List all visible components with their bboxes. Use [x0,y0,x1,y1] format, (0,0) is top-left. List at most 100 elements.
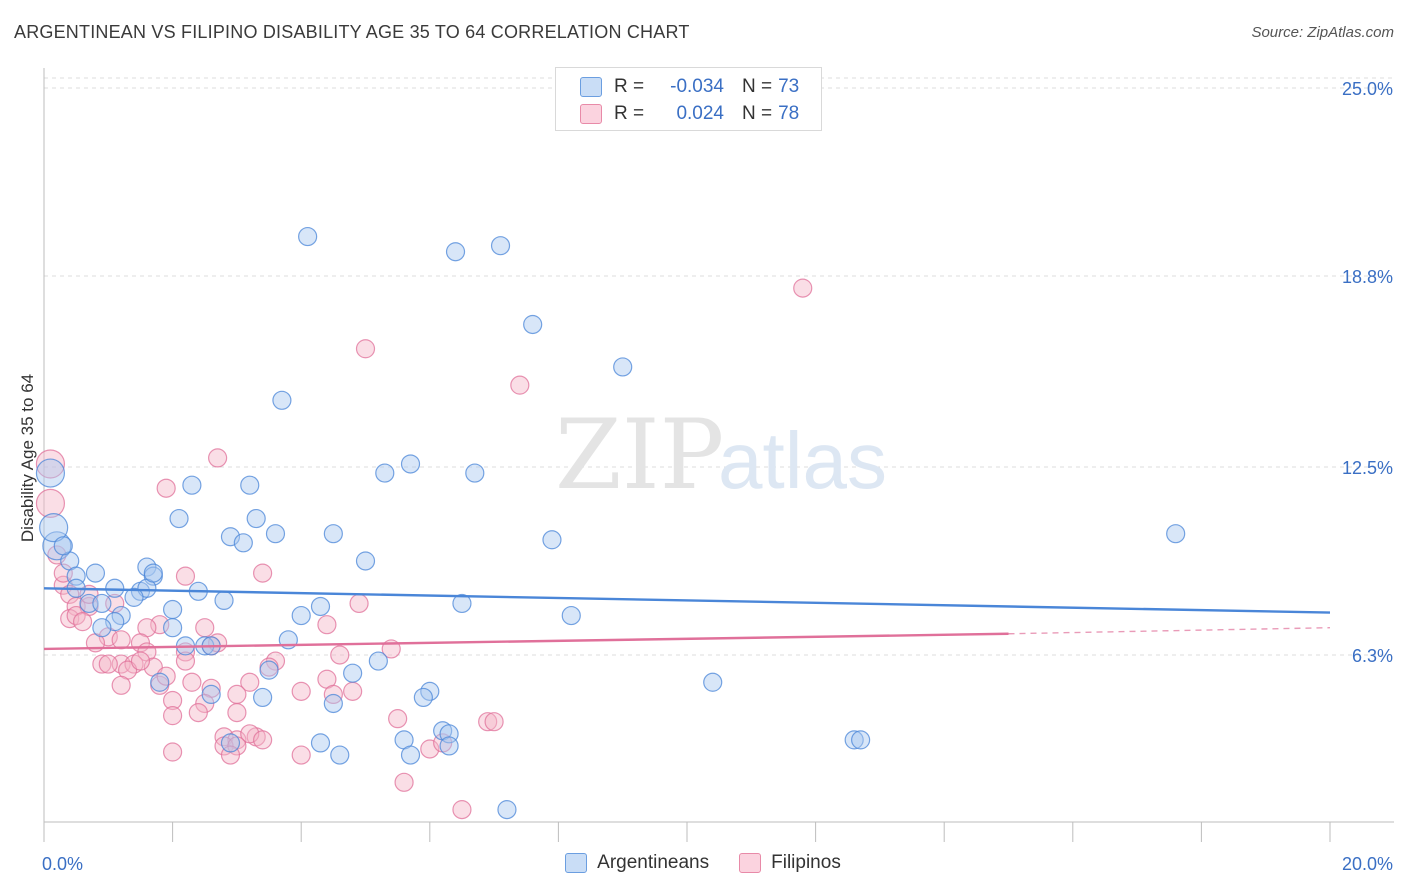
point-filipino [478,712,498,732]
point-filipino [510,375,530,395]
trend-line-filipinos [43,632,1009,651]
point-filipino [111,675,131,695]
point-argentinean [439,736,459,756]
point-filipino [349,593,369,614]
axes [43,68,1394,842]
x-tick-label: 20.0% [1342,854,1393,874]
y-tick-label: 18.8% [1342,267,1393,287]
point-argentinean [163,618,183,638]
gridlines [44,77,1394,656]
point-argentinean [259,660,279,680]
point-argentinean [310,733,331,753]
point-filipino [92,654,112,674]
point-argentinean [201,684,221,705]
y-tick-label: 12.5% [1342,458,1393,478]
point-argentinean [35,458,66,488]
legend-row-argentineans: R = -0.034 N = 73 [580,75,799,99]
point-filipino [227,684,247,705]
point-argentinean [465,463,485,483]
r-label: R = [614,76,645,97]
r-value: 0.024 [676,103,724,124]
legend-label: Argentineans [597,852,710,873]
watermark-zip: ZIP [555,399,724,511]
n-value: 73 [778,76,800,97]
trend-lines [43,587,1331,651]
point-filipino [156,478,176,498]
point-argentinean [124,587,144,607]
point-argentinean [1166,524,1186,544]
point-argentinean [355,551,376,571]
point-filipino [130,651,151,671]
point-filipino [195,618,215,638]
point-argentinean [265,524,286,544]
trend-line-argentineans [43,587,1331,614]
legend-swatch-blue [565,853,588,873]
point-argentinean [490,236,511,256]
r-value: -0.034 [670,76,724,97]
legend-row-filipinos: R = 0.024 N = 78 [580,102,799,126]
tick-labels: 6.3% 12.5% 18.8% 25.0% 0.0% 20.0% [42,79,1393,874]
point-filipino [72,612,93,632]
point-filipino [98,654,118,674]
legend-swatch-blue [580,77,602,97]
point-filipino [394,772,414,792]
point-argentinean [323,693,343,714]
trend-line-filipinos-dashed [1008,626,1331,635]
point-filipino [343,681,363,701]
point-argentinean [42,531,72,561]
watermark-atlas: atlas [718,416,887,505]
point-argentinean [368,651,388,671]
y-axis-label: Disability Age 35 to 64 [18,374,37,542]
point-argentinean [330,745,350,765]
point-argentinean [253,687,273,708]
point-argentinean [92,593,112,614]
point-argentinean [92,618,112,638]
point-filipino [291,745,311,765]
source-label: Source: ZipAtlas.com [1251,24,1394,41]
point-argentinean [233,533,253,553]
point-argentinean [163,599,183,620]
point-argentinean [561,605,581,626]
point-filipino [163,742,183,762]
point-filipino [163,690,183,711]
r-label: R = [614,103,645,124]
point-filipino [227,702,247,723]
legend-item-argentineans[interactable]: Argentineans [565,852,709,874]
legend-swatch-pink [580,104,602,124]
point-filipino [35,488,66,518]
n-label: N = [742,76,773,97]
point-filipino [484,712,504,732]
point-filipino [240,672,260,692]
point-argentinean [497,800,517,820]
point-filipino [175,566,196,586]
point-argentinean [150,672,170,692]
point-filipino [317,615,337,635]
point-filipino [355,339,376,359]
legend-label: Filipinos [771,852,841,873]
point-filipino [291,681,311,701]
n-value: 78 [778,103,800,124]
point-argentinean [143,563,163,583]
point-argentinean [169,508,189,529]
point-argentinean [851,730,871,750]
point-argentinean [844,730,864,750]
point-argentinean [310,596,331,617]
point-filipino [208,448,228,468]
point-argentinean [523,314,543,335]
point-argentinean [703,672,723,692]
point-argentinean [400,454,421,474]
point-filipino [188,702,208,723]
point-argentinean [613,357,633,377]
series-argentineans [35,226,1186,820]
point-filipino [182,672,202,692]
point-argentinean [298,226,318,247]
correlation-legend: R = -0.034 N = 73 R = 0.024 N = 78 [555,67,822,131]
point-argentinean [400,745,421,765]
point-filipino [388,709,408,729]
point-argentinean [105,578,125,598]
legend-item-filipinos[interactable]: Filipinos [739,852,841,874]
series-legend: Argentineans Filipinos [0,852,1406,874]
point-argentinean [214,590,234,611]
point-argentinean [220,733,241,753]
